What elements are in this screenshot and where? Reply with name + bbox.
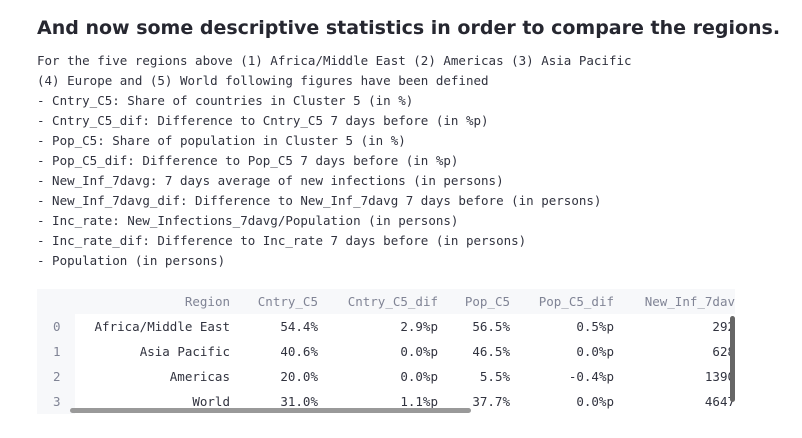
description-line: - New_Inf_7davg_dif: Difference to New_I… xyxy=(37,193,602,208)
table-cell: Americas xyxy=(169,369,230,384)
description-line: - Pop_C5: Share of population in Cluster… xyxy=(37,133,406,148)
description-line: - Cntry_C5_dif: Difference to Cntry_C5 7… xyxy=(37,113,489,128)
table-cell: 0.0%p xyxy=(400,344,438,359)
description-line: - Population (in persons) xyxy=(37,253,226,268)
column-header: New_Inf_7dav xyxy=(644,294,735,309)
heading: And now some descriptive statistics in o… xyxy=(37,17,781,39)
table-cell: 292 xyxy=(712,319,735,334)
column-header: Cntry_C5 xyxy=(257,294,318,309)
header-background xyxy=(37,289,735,314)
column-header: Region xyxy=(184,294,230,309)
table-cell: 46.5% xyxy=(472,344,510,359)
column-header: Pop_C5_dif xyxy=(538,294,614,309)
table-cell: 628 xyxy=(712,344,735,359)
description-line: For the five regions above (1) Africa/Mi… xyxy=(37,53,632,68)
row-index: 1 xyxy=(53,344,61,359)
table-cell: 1390 xyxy=(704,369,735,384)
description-line: - New_Inf_7davg: 7 days average of new i… xyxy=(37,173,504,188)
table-cell: 20.0% xyxy=(280,369,318,384)
table-cell: 31.0% xyxy=(280,394,318,409)
row-index: 3 xyxy=(53,394,61,409)
description-line: (4) Europe and (5) World following figur… xyxy=(37,73,489,88)
row-index: 2 xyxy=(53,369,61,384)
description-line: - Pop_C5_dif: Difference to Pop_C5 7 day… xyxy=(37,153,459,168)
data-table: Region Cntry_C5 Cntry_C5_dif Pop_C5 Pop_C5_d… xyxy=(37,289,735,414)
description-line: - Inc_rate: New_Infections_7davg/Populat… xyxy=(37,213,459,228)
table-cell: World xyxy=(192,394,230,409)
table-cell: Africa/Middle East xyxy=(94,319,230,334)
table-cell: 5.5% xyxy=(479,369,510,384)
table-cell: 54.4% xyxy=(280,319,318,334)
horizontal-scrollbar[interactable] xyxy=(70,408,471,413)
description-line: - Cntry_C5: Share of countries in Cluste… xyxy=(37,93,414,108)
table-cell: 4647 xyxy=(704,394,735,409)
table-cell: 37.7% xyxy=(472,394,510,409)
table-cell: 56.5% xyxy=(472,319,510,334)
table-cell: 2.9%p xyxy=(400,319,438,334)
description-line: - Inc_rate_dif: Difference to Inc_rate 7… xyxy=(37,233,527,248)
table-cell: 0.0%p xyxy=(576,344,614,359)
row-index: 0 xyxy=(53,319,61,334)
column-header: Pop_C5 xyxy=(464,294,510,309)
table-cell: 0.5%p xyxy=(576,319,614,334)
table-cell: 0.0%p xyxy=(576,394,614,409)
index-background xyxy=(37,289,75,414)
vertical-scrollbar[interactable] xyxy=(730,316,735,402)
table-cell: -0.4%p xyxy=(568,369,614,384)
column-header: Cntry_C5_dif xyxy=(347,294,438,309)
table-cell: 40.6% xyxy=(280,344,318,359)
table-cell: 0.0%p xyxy=(400,369,438,384)
table-cell: 1.1%p xyxy=(400,394,438,409)
table-cell: Asia Pacific xyxy=(139,344,230,359)
